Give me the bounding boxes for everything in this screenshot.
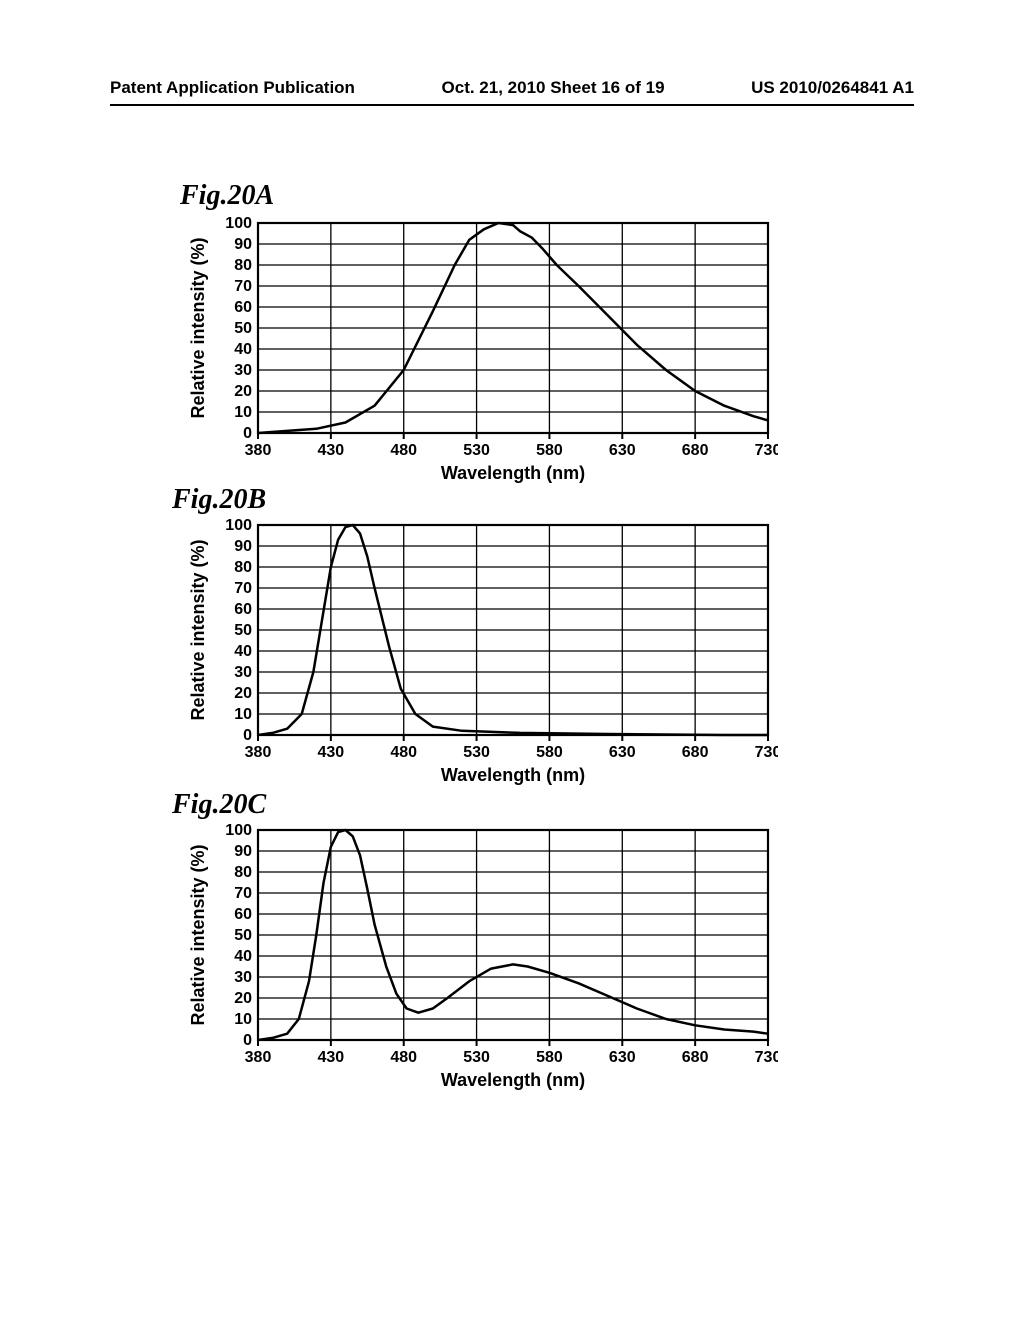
x-tick-label: 480 [390,744,417,761]
y-tick-label: 70 [234,278,252,295]
x-tick-label: 480 [390,1049,417,1066]
y-tick-label: 20 [234,990,252,1007]
x-tick-label: 430 [318,744,345,761]
y-tick-label: 20 [234,383,252,400]
x-axis-label: Wavelength (nm) [441,463,585,483]
figure-label-b: Fig.20B [172,484,266,516]
y-tick-label: 40 [234,643,252,660]
y-tick-label: 70 [234,885,252,902]
x-tick-label: 530 [463,1049,490,1066]
y-tick-label: 40 [234,341,252,358]
y-tick-label: 0 [243,727,252,744]
x-tick-label: 580 [536,1049,563,1066]
y-axis-label: Relative intensity (%) [188,539,208,720]
x-tick-label: 730 [755,1049,778,1066]
y-tick-label: 60 [234,906,252,923]
y-tick-label: 0 [243,425,252,442]
y-tick-label: 50 [234,927,252,944]
chart-svg: 0 10 20 30 40 50 60 70 80 90 100 380 430 480 530 580 630… [180,517,778,793]
y-tick-label: 80 [234,559,252,576]
y-tick-label: 100 [225,215,252,232]
y-tick-label: 20 [234,685,252,702]
y-tick-label: 80 [234,257,252,274]
y-tick-label: 60 [234,601,252,618]
x-tick-label: 530 [463,442,490,459]
x-tick-label: 680 [682,442,709,459]
x-tick-label: 380 [245,1049,272,1066]
y-tick-label: 90 [234,843,252,860]
y-axis-label: Relative intensity (%) [188,844,208,1025]
y-tick-label: 80 [234,864,252,881]
y-tick-label: 10 [234,1011,252,1028]
page: Patent Application Publication Oct. 21, … [0,0,1024,1320]
y-tick-label: 0 [243,1032,252,1049]
page-header: Patent Application Publication Oct. 21, … [110,78,914,106]
figure-label-a: Fig.20A [180,180,274,212]
y-tick-label: 70 [234,580,252,597]
x-tick-label: 480 [390,442,417,459]
x-tick-label: 380 [245,744,272,761]
x-tick-label: 430 [318,442,345,459]
chart-svg: 0 10 20 30 40 50 60 70 80 90 100 380 430 480 530 580 630… [180,822,778,1098]
x-tick-label: 580 [536,442,563,459]
chart-20b: 0 10 20 30 40 50 60 70 80 90 100 380 430 480 530 580 630… [180,517,860,793]
header-left: Patent Application Publication [110,78,355,98]
x-tick-label: 680 [682,744,709,761]
y-tick-label: 50 [234,622,252,639]
x-tick-label: 430 [318,1049,345,1066]
x-tick-label: 680 [682,1049,709,1066]
y-tick-label: 40 [234,948,252,965]
y-tick-label: 10 [234,706,252,723]
x-tick-label: 730 [755,744,778,761]
x-tick-label: 380 [245,442,272,459]
x-axis-label: Wavelength (nm) [441,765,585,785]
header-center: Oct. 21, 2010 Sheet 16 of 19 [442,78,665,98]
y-tick-label: 50 [234,320,252,337]
x-tick-label: 580 [536,744,563,761]
y-tick-label: 100 [225,517,252,534]
y-tick-label: 10 [234,404,252,421]
y-tick-label: 90 [234,538,252,555]
figure-label-c: Fig.20C [172,789,266,821]
x-tick-label: 730 [755,442,778,459]
y-axis-label: Relative intensity (%) [188,237,208,418]
y-tick-label: 60 [234,299,252,316]
header-right: US 2010/0264841 A1 [751,78,914,98]
y-tick-label: 30 [234,969,252,986]
x-tick-label: 630 [609,744,636,761]
y-tick-label: 30 [234,362,252,379]
y-tick-label: 30 [234,664,252,681]
chart-20c: 0 10 20 30 40 50 60 70 80 90 100 380 430 480 530 580 630… [180,822,860,1098]
x-tick-label: 630 [609,1049,636,1066]
y-tick-label: 90 [234,236,252,253]
x-tick-label: 630 [609,442,636,459]
chart-svg: 0 10 20 30 40 50 60 70 80 90 100 380 430 480 530 580 630… [180,215,778,491]
x-axis-label: Wavelength (nm) [441,1070,585,1090]
chart-20a: 0 10 20 30 40 50 60 70 80 90 100 380 430 480 530 580 630… [180,215,860,491]
x-tick-label: 530 [463,744,490,761]
y-tick-label: 100 [225,822,252,839]
